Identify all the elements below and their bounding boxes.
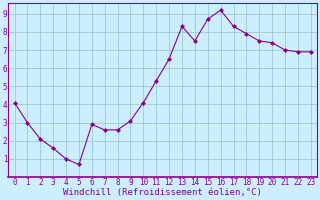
X-axis label: Windchill (Refroidissement éolien,°C): Windchill (Refroidissement éolien,°C) xyxy=(63,188,262,197)
